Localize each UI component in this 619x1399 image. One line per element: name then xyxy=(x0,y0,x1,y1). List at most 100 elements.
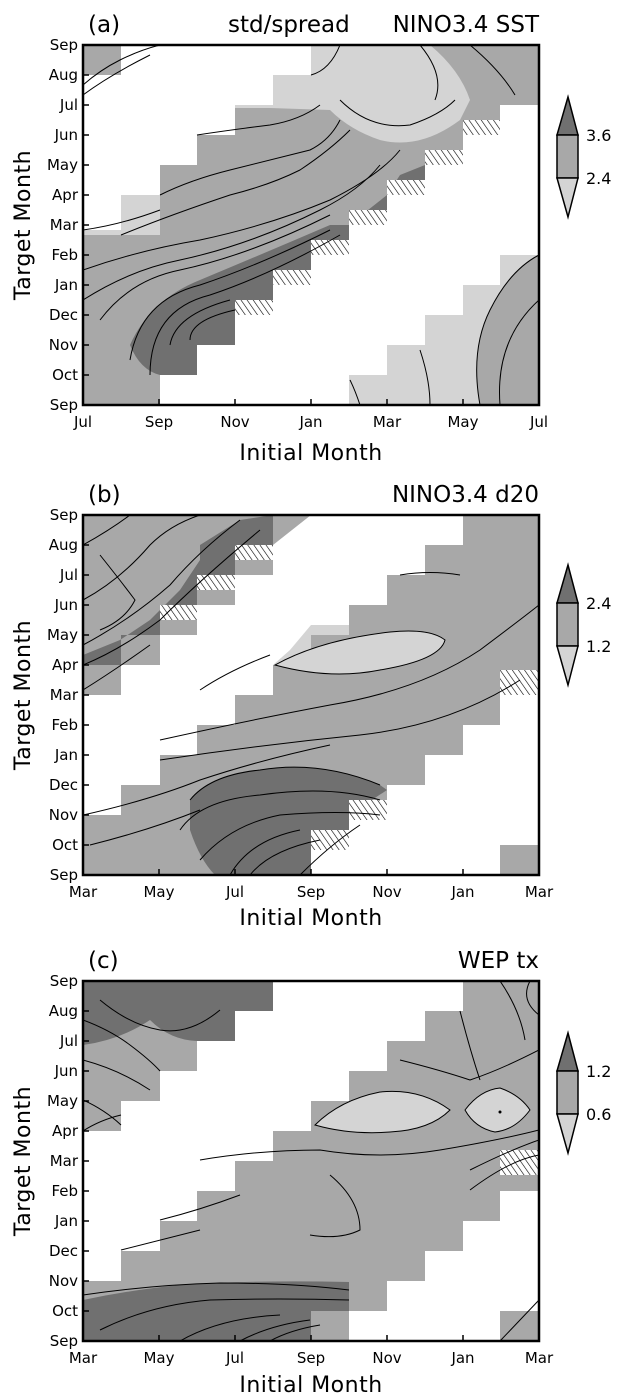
panel-b-xtick-label: May xyxy=(143,883,174,901)
panel-b-ytick-label: Apr xyxy=(52,656,79,674)
panel-c-xticks: Mar May Jul Sep Nov Jan Mar xyxy=(69,1335,554,1367)
panel-c-ytick-label: Oct xyxy=(52,1302,78,1320)
panel-b-xtick-label: Mar xyxy=(525,883,554,901)
panel-c-ytick-label: Nov xyxy=(49,1272,78,1290)
panel-a: Jul Sep Nov Jan Mar May Jul SepOctNovDecJanFeb… xyxy=(11,12,611,466)
panel-c-xtick-label: Jul xyxy=(225,1349,244,1367)
panel-c-xtick-label: Jan xyxy=(450,1349,474,1367)
panel-b-ytick-label: Sep xyxy=(50,506,78,524)
panel-c-xtick-label: Nov xyxy=(372,1349,401,1367)
panel-a-ytick-label: Oct xyxy=(52,366,78,384)
panel-b-label: (b) xyxy=(88,482,121,508)
panel-c-ytick-label: Aug xyxy=(49,1002,78,1020)
panel-a-xtick-label: Jul xyxy=(529,413,548,431)
panel-b-ytick-label: Jun xyxy=(54,596,78,614)
panel-c-ytick-label: Mar xyxy=(50,1152,79,1170)
panel-c-label: (c) xyxy=(88,948,119,974)
panel-b-ytick-label: Nov xyxy=(49,806,78,824)
panel-a-ytick-label: May xyxy=(47,156,78,174)
panel-b-xtick-label: Sep xyxy=(297,883,325,901)
panel-a-xlabel: Initial Month xyxy=(239,441,382,466)
panel-b-ytick-label: Dec xyxy=(49,776,78,794)
panel-a-shading xyxy=(83,45,539,405)
panel-c-ytick-label: Apr xyxy=(52,1122,79,1140)
panel-c-variable: WEP tx xyxy=(458,948,539,974)
panel-a-label: (a) xyxy=(88,12,120,38)
panel-a-xticks: Jul Sep Nov Jan Mar May Jul xyxy=(73,399,548,431)
panel-b-ytick-label: Feb xyxy=(51,716,78,734)
panel-a-ytick-label: Feb xyxy=(51,246,78,264)
panel-a-ytick-label: Jul xyxy=(59,96,78,114)
panel-a-xtick-label: Nov xyxy=(220,413,249,431)
panel-c-ylabel: Target Month xyxy=(11,1086,36,1237)
panel-b-ytick-label: Sep xyxy=(50,866,78,884)
panel-a-ylabel: Target Month xyxy=(11,150,36,301)
panel-b-xtick-label: Nov xyxy=(372,883,401,901)
panel-b-shading xyxy=(83,515,539,875)
panel-a-colorbar: 3.6 2.4 xyxy=(556,94,611,220)
panel-c-ytick-label: Dec xyxy=(49,1242,78,1260)
panel-b-xticks: Mar May Jul Sep Nov Jan Mar xyxy=(69,869,554,901)
panel-b-ytick-label: Oct xyxy=(52,836,78,854)
panel-c-ytick-label: Jan xyxy=(54,1212,78,1230)
panel-a-yticks: Sep Oct Nov Dec Jan Feb Mar Apr May Jun Jul Aug Sep xyxy=(47,36,89,414)
panel-c-ytick-label: Jun xyxy=(54,1062,78,1080)
panel-b: Mar May Jul Sep Nov Jan Mar Sep Oct Nov Dec Jan Feb… xyxy=(11,482,611,931)
panel-c-ytick-label: May xyxy=(47,1092,78,1110)
panel-c-band-dark-lower xyxy=(83,1281,349,1341)
panel-a-ytick-label: Sep xyxy=(50,396,78,414)
panel-a-ytick-label: Sep xyxy=(50,36,78,54)
panel-b-colorbar-level-high: 2.4 xyxy=(586,594,611,613)
panel-c-xtick-label: May xyxy=(143,1349,174,1367)
panel-b-xtick-label: Mar xyxy=(69,883,98,901)
panel-b-xtick-label: Jul xyxy=(225,883,244,901)
panel-a-ytick-label: Nov xyxy=(49,336,78,354)
panel-c-xtick-label: Mar xyxy=(525,1349,554,1367)
panel-c-ytick-label: Feb xyxy=(51,1182,78,1200)
panel-c-colorbar: 1.2 0.6 xyxy=(556,1030,611,1156)
panel-b-ytick-label: Mar xyxy=(50,686,79,704)
panel-a-ytick-label: Mar xyxy=(50,216,79,234)
panel-c-xtick-label: Mar xyxy=(69,1349,98,1367)
panel-c-yticks: Sep Oct Nov Dec Jan Feb Mar Apr May Jun Jul Aug Sep xyxy=(47,972,89,1350)
panel-b-ytick-label: May xyxy=(47,626,78,644)
panel-c-ytick-label: Sep xyxy=(50,1332,78,1350)
panel-c-band-dark-upper xyxy=(83,981,273,1045)
panel-a-colorbar-level-low: 2.4 xyxy=(586,169,611,188)
panel-c-ytick-label: Jul xyxy=(59,1032,78,1050)
panel-b-ytick-label: Jul xyxy=(59,566,78,584)
panel-c-ytick-label: Sep xyxy=(50,972,78,990)
panel-c-shading xyxy=(83,981,539,1341)
panel-c-colorbar-level-low: 0.6 xyxy=(586,1105,611,1124)
panel-a-xtick-label: Mar xyxy=(373,413,402,431)
panel-a-xtick-label: Jan xyxy=(298,413,322,431)
panel-c-band-light xyxy=(315,1091,450,1133)
panel-a-xtick-label: Sep xyxy=(145,413,173,431)
panel-c-xtick-label: Sep xyxy=(297,1349,325,1367)
panel-c: Mar May Jul Sep Nov Jan Mar Sep Oct Nov Dec Jan Feb… xyxy=(11,948,611,1398)
panel-b-colorbar-level-low: 1.2 xyxy=(586,637,611,656)
panel-c-colorbar-level-high: 1.2 xyxy=(586,1062,611,1081)
panel-b-variable: NINO3.4 d20 xyxy=(392,482,539,508)
panel-b-xlabel: Initial Month xyxy=(239,906,382,931)
panel-b-colorbar: 2.4 1.2 xyxy=(556,562,611,688)
panel-b-yticks: Sep Oct Nov Dec Jan Feb Mar Apr May Jun Jul Aug Sep xyxy=(47,506,89,884)
panel-b-ytick-label: Jan xyxy=(54,746,78,764)
panel-a-title: std/spread xyxy=(228,12,350,38)
panel-a-ytick-label: Jan xyxy=(54,276,78,294)
panel-a-variable: NINO3.4 SST xyxy=(393,12,540,38)
panel-b-xtick-label: Jan xyxy=(450,883,474,901)
panel-a-xtick-label: May xyxy=(447,413,478,431)
panel-a-ytick-label: Jun xyxy=(54,126,78,144)
panel-a-colorbar-level-high: 3.6 xyxy=(586,126,611,145)
panel-b-band-light xyxy=(275,631,445,674)
panel-a-ytick-label: Apr xyxy=(52,186,79,204)
panel-c-band-mid-main xyxy=(83,981,539,1311)
panel-b-ytick-label: Aug xyxy=(49,536,78,554)
panel-b-band-dark xyxy=(190,767,387,875)
panel-c-xlabel: Initial Month xyxy=(239,1373,382,1398)
panel-a-ytick-label: Aug xyxy=(49,66,78,84)
panel-a-xtick-label: Jul xyxy=(73,413,92,431)
panel-b-ylabel: Target Month xyxy=(11,620,36,771)
